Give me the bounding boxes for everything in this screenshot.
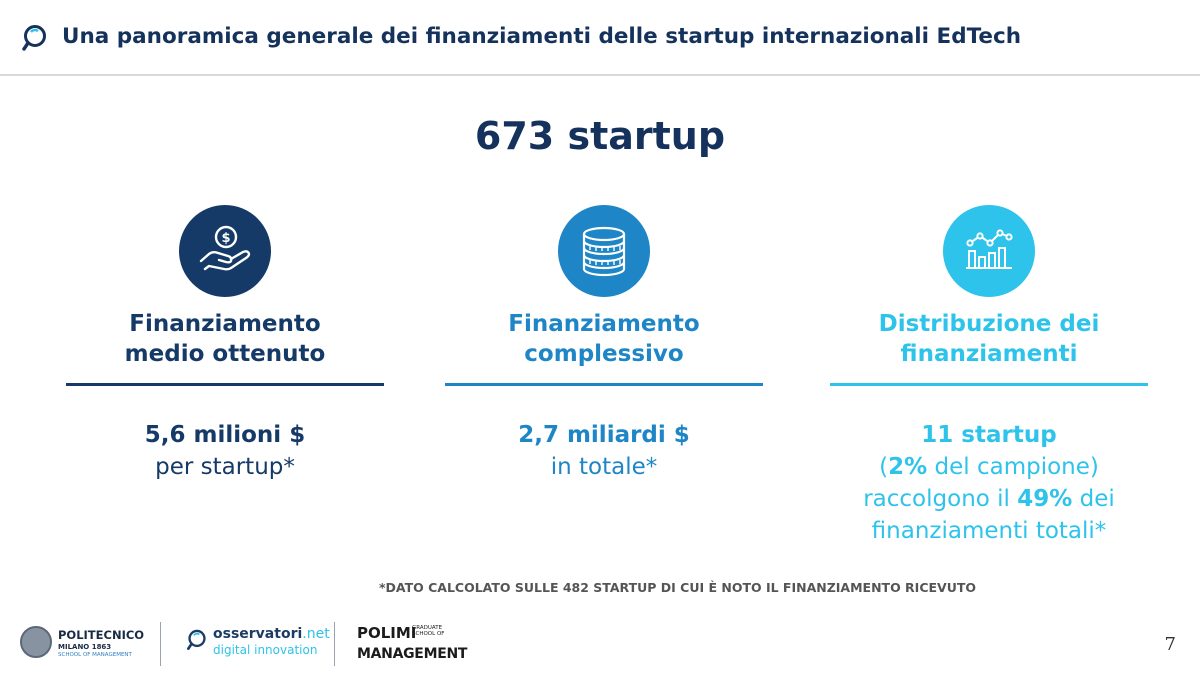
heading-line: Finanziamento	[508, 311, 700, 337]
magnifier-icon	[22, 25, 46, 51]
funding-percent: 49%	[1017, 486, 1073, 512]
heading-line: Finanziamento	[129, 311, 321, 337]
icon-circle: $	[179, 205, 271, 297]
footnote: *DATO CALCOLATO SULLE 482 STARTUP DI CUI…	[378, 580, 977, 595]
column-body: 5,6 milioni $ per startup*	[66, 419, 384, 483]
column-average-funding: $ Finanziamento medio ottenuto 5,6 milio…	[66, 205, 384, 483]
column-divider	[445, 383, 763, 386]
svg-text:$: $	[221, 231, 230, 246]
logo-divider	[334, 622, 335, 666]
logo-main: POLIMI	[357, 624, 417, 642]
logo-main-text: osservatori	[213, 626, 303, 642]
paren-open: (	[879, 454, 889, 480]
startup-count-value: 11 startup	[921, 422, 1057, 448]
sample-share-line: (2% del campione)	[830, 451, 1148, 483]
funding-value: 5,6 milioni $	[144, 422, 306, 448]
magnifier-icon	[187, 629, 206, 650]
column-heading: Distribuzione dei finanziamenti	[830, 309, 1148, 371]
funding-value: 2,7 miliardi $	[518, 422, 690, 448]
column-body: 2,7 miliardi $ in totale*	[445, 419, 763, 483]
sample-text: del campione)	[927, 454, 1099, 480]
share-post-text: dei	[1072, 486, 1115, 512]
polimi-logo: POLIMI GRADUATE SCHOOL OF MANAGEMENT	[357, 624, 467, 666]
column-heading: Finanziamento complessivo	[445, 309, 763, 371]
funding-total-caption: finanziamenti totali*	[871, 518, 1107, 544]
coins-stack-icon	[582, 226, 626, 277]
logo-sub2: SCHOOL OF MANAGEMENT	[58, 652, 132, 658]
funding-caption: per startup*	[155, 454, 295, 480]
politecnico-seal	[20, 626, 52, 658]
column-body: 11 startup (2% del campione) raccolgono …	[830, 419, 1148, 547]
column-divider	[830, 383, 1148, 386]
heading-line: Distribuzione dei	[878, 311, 1100, 337]
logo-sub: digital innovation	[213, 643, 318, 657]
share-pre-text: raccolgono il	[863, 486, 1018, 512]
funding-share-line: raccolgono il 49% dei	[830, 483, 1148, 515]
startup-count-title: 673 startup	[474, 114, 726, 158]
logo-main: osservatori.net	[213, 626, 330, 642]
slide-title: Una panoramica generale dei finanziament…	[62, 24, 1022, 49]
sample-percent: 2%	[888, 454, 928, 480]
icon-circle	[943, 205, 1035, 297]
logo-side: GRADUATE SCHOOL OF	[412, 625, 445, 637]
heading-line: complessivo	[524, 341, 684, 367]
icon-circle	[558, 205, 650, 297]
osservatori-logo: osservatori.net digital innovation	[186, 624, 330, 664]
heading-line: medio ottenuto	[124, 341, 326, 367]
column-total-funding: Finanziamento complessivo 2,7 miliardi $…	[445, 205, 763, 483]
logo-divider	[160, 622, 161, 666]
logo-net-text: .net	[302, 626, 330, 642]
slide-header: Una panoramica generale dei finanziament…	[0, 0, 1200, 76]
logo-bottom: MANAGEMENT	[357, 646, 468, 662]
column-heading: Finanziamento medio ottenuto	[66, 309, 384, 371]
page-number: 7	[1164, 634, 1176, 655]
heading-line: finanziamenti	[900, 341, 1078, 367]
bar-line-chart-icon	[966, 229, 1013, 269]
funding-caption: in totale*	[550, 454, 658, 480]
logo-name: POLITECNICO	[58, 628, 145, 642]
logo-sub: MILANO 1863	[58, 643, 112, 651]
politecnico-logo: POLITECNICO MILANO 1863 SCHOOL OF MANAGE…	[20, 622, 150, 666]
column-divider	[66, 383, 384, 386]
column-funding-distribution: Distribuzione dei finanziamenti 11 start…	[830, 205, 1148, 547]
hand-coin-icon: $	[199, 225, 251, 271]
